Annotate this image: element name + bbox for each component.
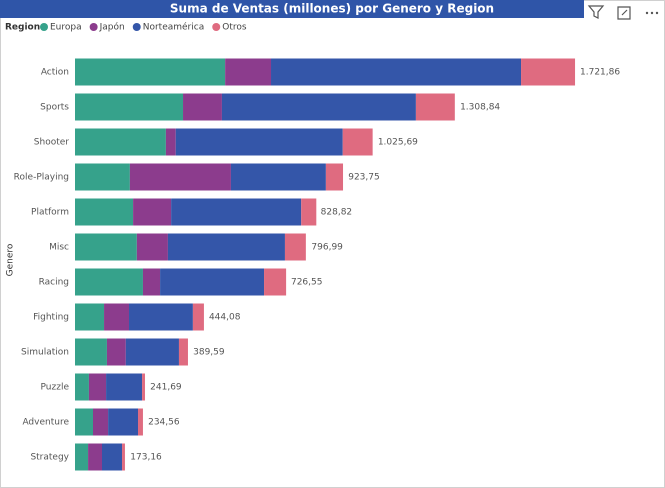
y-tick-label: Simulation: [21, 348, 69, 358]
bar-segment: [171, 198, 302, 226]
total-label: 173,16: [130, 453, 162, 463]
total-label: 923,75: [348, 173, 380, 183]
legend-label: Europa: [50, 23, 82, 33]
bar-segment: [106, 338, 126, 366]
total-label: 444,08: [209, 313, 241, 323]
bar-segment: [75, 128, 166, 156]
chart-title: Suma de Ventas (millones) por Genero y R…: [170, 2, 494, 16]
total-label: 389,59: [193, 348, 225, 358]
total-label: 796,99: [311, 243, 343, 253]
y-tick-label: Adventure: [22, 418, 69, 428]
bar-segment: [88, 443, 103, 471]
bar-segment: [138, 408, 143, 436]
y-tick-label: Strategy: [30, 453, 69, 463]
bar-segment: [301, 198, 317, 226]
bar-segment: [230, 163, 326, 191]
bar-segment: [264, 268, 287, 296]
total-label: 1.025,69: [378, 138, 418, 148]
y-tick-label: Misc: [49, 243, 69, 253]
total-label: 1.721,86: [580, 68, 620, 78]
bar-segment: [415, 93, 455, 121]
total-label: 234,56: [148, 418, 180, 428]
bar-segment: [122, 443, 125, 471]
y-tick-label: Action: [41, 68, 69, 78]
bar-segment: [75, 93, 184, 121]
bar-segment: [75, 408, 94, 436]
bar-segment: [129, 303, 193, 331]
legend-swatch: [89, 23, 98, 31]
bar-segment: [183, 93, 222, 121]
bar-segment: [104, 303, 130, 331]
y-tick-label: Platform: [31, 208, 69, 218]
total-label: 726,55: [291, 278, 323, 288]
legend-label: Otros: [222, 23, 247, 33]
total-label: 241,69: [150, 383, 182, 393]
bar-segment: [125, 338, 179, 366]
bar-segment: [325, 163, 344, 191]
bar-segment: [129, 163, 231, 191]
bar-segment: [88, 373, 107, 401]
bar-segment: [108, 408, 139, 436]
bar-segment: [142, 373, 145, 401]
bar-segment: [178, 338, 188, 366]
y-tick-label: Role-Playing: [14, 173, 69, 183]
title-bar: [0, 0, 584, 18]
filter-icon[interactable]: [587, 5, 605, 19]
y-tick-label: Puzzle: [41, 383, 70, 393]
bar-segment: [192, 303, 204, 331]
total-label: 828,82: [321, 208, 353, 218]
bar-segment: [93, 408, 109, 436]
bar-segment: [342, 128, 373, 156]
total-label: 1.308,84: [460, 103, 500, 113]
y-tick-label: Racing: [39, 278, 69, 288]
toolbar[interactable]: [587, 5, 659, 20]
legend-swatch: [40, 23, 48, 31]
bar-segment: [106, 373, 143, 401]
bar-segment: [221, 93, 416, 121]
legend-label: Japón: [99, 22, 125, 33]
bar-segment: [75, 58, 226, 86]
bar-segment: [75, 443, 89, 471]
bar-segment: [271, 58, 522, 86]
bar-segment: [136, 233, 168, 261]
bar-segment: [75, 198, 134, 226]
bar-segment: [75, 233, 137, 261]
legend-swatch: [212, 23, 221, 31]
legend-title: Region: [5, 23, 40, 33]
legend-swatch: [132, 23, 141, 31]
legend-label: Norteamérica: [143, 22, 205, 33]
y-tick-label: Shooter: [34, 138, 69, 148]
bar-segment: [160, 268, 265, 296]
y-tick-label: Sports: [40, 103, 69, 113]
bar-segment: [142, 268, 161, 296]
bar-segment: [75, 373, 89, 401]
bar-segment: [284, 233, 306, 261]
bar-segment: [75, 303, 105, 331]
more-icon[interactable]: [645, 11, 659, 15]
bar-segment: [75, 338, 107, 366]
bar-segment: [75, 163, 130, 191]
bar-segment: [521, 58, 576, 86]
bar-segment: [102, 443, 123, 471]
bar-segment: [225, 58, 272, 86]
bar-segment: [75, 268, 143, 296]
y-axis-title: Genero: [6, 243, 16, 276]
bar-segment: [175, 128, 343, 156]
bar-segment: [167, 233, 285, 261]
y-tick-label: Fighting: [33, 313, 69, 323]
focus-icon[interactable]: [617, 6, 631, 20]
bar-segment: [133, 198, 172, 226]
bar-segment: [165, 128, 176, 156]
